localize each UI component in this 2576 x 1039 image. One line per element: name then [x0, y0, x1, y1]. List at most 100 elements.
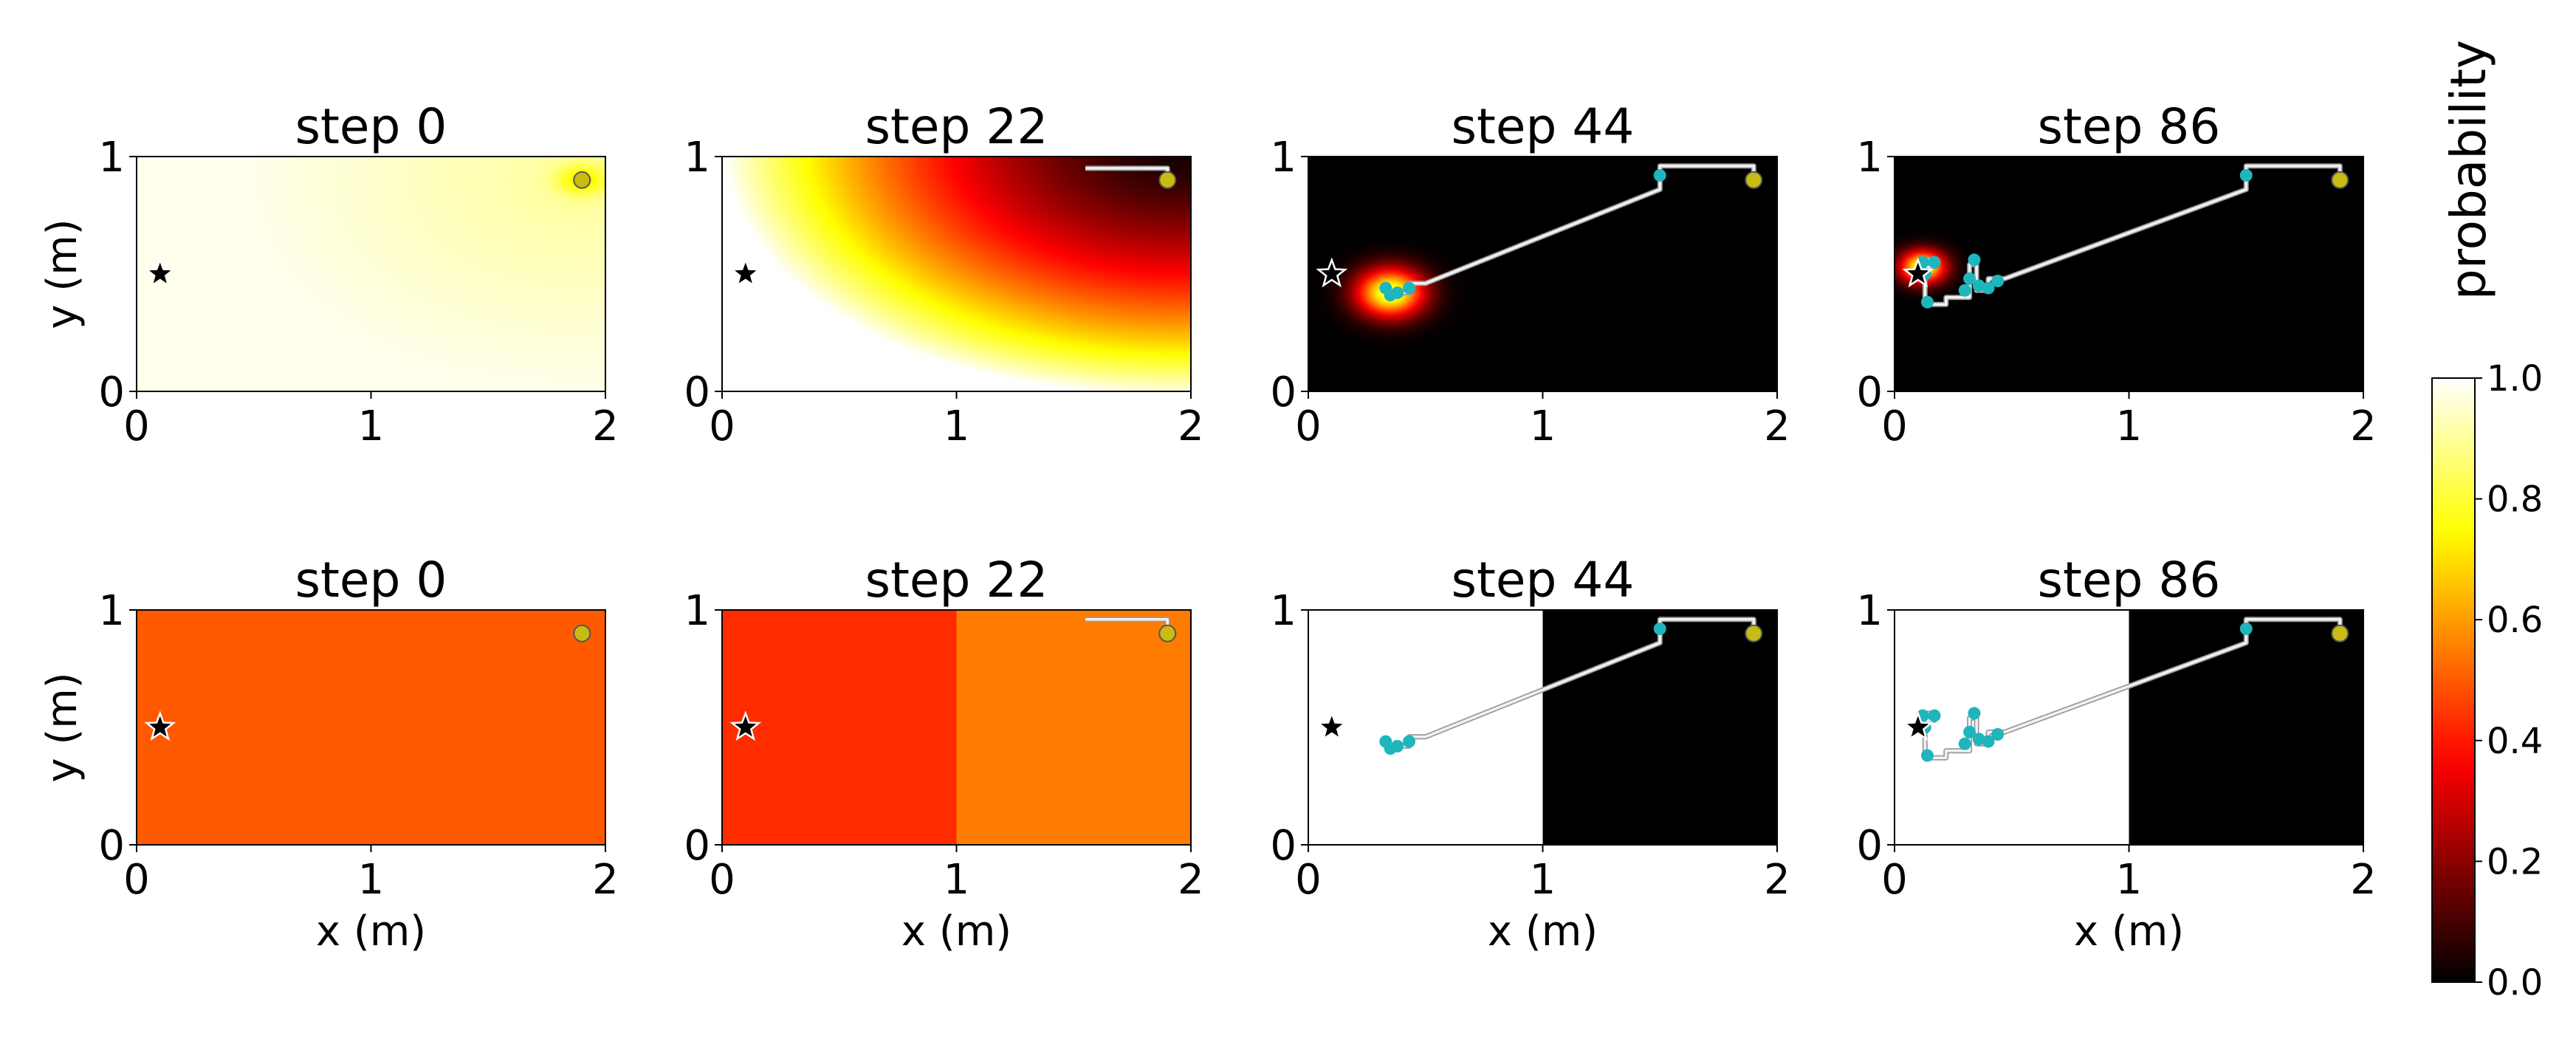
x-tick-label: 0	[1295, 402, 1322, 450]
x-tick-label: 1	[358, 402, 385, 450]
x-axis-label: x (m)	[901, 908, 1011, 956]
colorbar-label: probability	[2440, 40, 2497, 300]
colorbar: 0.0 0.2 0.4 0.6 0.8 1.0 probability	[2431, 40, 2543, 1004]
x-tick-label: 2	[592, 402, 619, 450]
x-tick-label: 1	[2116, 856, 2143, 904]
x-tick-label: 1	[1530, 402, 1556, 450]
panel-title: step 44	[1452, 552, 1635, 608]
goal-marker	[1158, 624, 1177, 642]
x-tick-label: 0	[123, 856, 150, 904]
source-star-marker	[1316, 257, 1348, 288]
heatmap-field	[137, 610, 605, 845]
panel-title: step 0	[295, 98, 447, 155]
x-tick-label: 0	[1881, 856, 1908, 904]
measurement-point	[2239, 622, 2253, 635]
panel-title: step 86	[2038, 552, 2221, 608]
measurement-point	[1982, 281, 1995, 295]
heatmap-left-region	[722, 610, 957, 845]
y-tick-label: 0	[684, 822, 710, 870]
measurement-point	[1991, 728, 2005, 741]
goal-marker	[2331, 171, 2349, 189]
y-tick-label: 1	[1270, 134, 1296, 182]
x-tick-label: 0	[1881, 402, 1908, 450]
measurement-point	[1958, 284, 1971, 297]
measurement-point	[1403, 735, 1416, 748]
x-tick-label: 2	[2350, 856, 2377, 904]
x-tick-label: 1	[944, 856, 970, 904]
measurement-point	[1958, 737, 1971, 750]
goal-marker	[1158, 171, 1177, 189]
heatmap-right-region	[2129, 610, 2363, 845]
source-star-marker	[1902, 710, 1934, 741]
measurement-point	[1968, 253, 1981, 267]
colorbar-tick-label: 0.8	[2487, 479, 2543, 521]
measurement-point	[1379, 281, 1392, 295]
goal-marker	[1745, 624, 1763, 642]
y-tick-label: 0	[684, 368, 710, 416]
panel-r0-c2: step 44 0 1 2 0 1	[1270, 98, 1790, 450]
x-axis-label: x (m)	[316, 908, 426, 956]
y-axis-label: y (m)	[38, 672, 86, 782]
measurement-point	[1379, 735, 1392, 748]
panel-title: step 22	[865, 552, 1048, 608]
measurement-point	[1982, 735, 1995, 748]
x-tick-label: 2	[1178, 856, 1204, 904]
x-tick-label: 0	[709, 856, 735, 904]
x-tick-label: 2	[1764, 402, 1790, 450]
y-axis-label: y (m)	[38, 219, 86, 329]
y-tick-label: 1	[684, 134, 710, 182]
x-axis-label: x (m)	[2074, 908, 2184, 956]
y-tick-label: 1	[1856, 134, 1883, 182]
y-tick-label: 1	[98, 587, 125, 635]
measurement-point	[1403, 281, 1416, 295]
y-tick-label: 0	[1856, 368, 1883, 416]
heatmap-field	[1308, 157, 1777, 391]
measurement-point	[1968, 707, 1981, 720]
colorbar-tick-label: 0.4	[2487, 721, 2543, 762]
heatmap-right-region	[956, 610, 1191, 845]
goal-marker	[573, 624, 591, 642]
measurement-point	[1653, 622, 1666, 635]
panel-r0-c3: step 86 0 1 2 0 1	[1856, 98, 2376, 450]
heatmap-field	[137, 157, 605, 391]
source-star-marker	[144, 710, 176, 741]
goal-marker	[1745, 171, 1763, 189]
source-star-marker	[729, 257, 762, 288]
heatmap-right-region	[1542, 610, 1777, 845]
heatmap-left-region	[1308, 610, 1543, 845]
colorbar-tick-label: 0.0	[2487, 962, 2543, 1004]
x-tick-label: 1	[358, 856, 385, 904]
colorbar-tick-label: 0.6	[2487, 600, 2543, 641]
panel-title: step 44	[1452, 98, 1635, 155]
y-tick-label: 0	[98, 822, 125, 870]
y-tick-label: 0	[98, 368, 125, 416]
y-tick-label: 1	[98, 134, 125, 182]
goal-marker	[2331, 624, 2349, 642]
measurement-point	[1928, 709, 1941, 722]
source-star-marker	[1902, 257, 1934, 288]
x-tick-label: 2	[1178, 402, 1204, 450]
heatmap-field	[722, 157, 1191, 391]
x-tick-label: 0	[123, 402, 150, 450]
panel-r0-c1: step 22 0 1 2 0 1	[684, 98, 1203, 450]
colorbar-tick-label: 1.0	[2487, 358, 2543, 400]
heatmap-field	[1895, 157, 2363, 391]
measurement-point	[1991, 275, 2005, 288]
x-tick-label: 2	[592, 856, 619, 904]
source-star-marker	[1316, 710, 1348, 741]
x-tick-label: 0	[1295, 856, 1322, 904]
measurement-point	[1963, 272, 1976, 285]
x-tick-label: 2	[1764, 856, 1790, 904]
y-tick-label: 1	[1856, 587, 1883, 635]
x-tick-label: 0	[709, 402, 735, 450]
measurement-point	[1972, 279, 1985, 292]
measurement-point	[2239, 168, 2253, 182]
panel-title: step 22	[865, 98, 1048, 155]
panel-title: step 86	[2038, 98, 2221, 155]
